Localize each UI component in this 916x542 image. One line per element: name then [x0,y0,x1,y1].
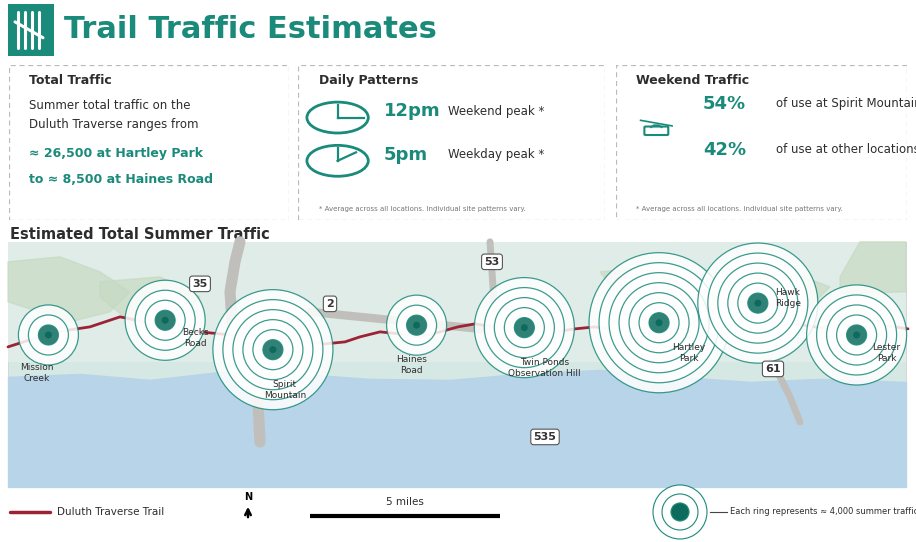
Polygon shape [720,272,830,312]
Circle shape [125,280,205,360]
Text: ≈ 26,500 at Hartley Park: ≈ 26,500 at Hartley Park [28,147,202,160]
Circle shape [161,317,169,324]
Text: Mission
Creek: Mission Creek [19,363,53,383]
Circle shape [213,289,333,410]
Circle shape [45,332,52,338]
Circle shape [708,253,808,353]
FancyBboxPatch shape [8,4,54,56]
FancyBboxPatch shape [8,382,906,487]
Text: 54%: 54% [703,95,746,113]
Text: Weekend Traffic: Weekend Traffic [636,74,749,87]
Circle shape [413,321,420,328]
Text: 53: 53 [485,257,499,267]
Text: Each ring represents ≈ 4,000 summer traffic: Each ring represents ≈ 4,000 summer traf… [730,507,916,517]
Circle shape [816,295,897,375]
Text: N: N [244,492,252,502]
Text: 535: 535 [533,432,556,442]
Circle shape [755,300,761,307]
Text: 61: 61 [765,364,780,374]
Polygon shape [100,277,200,322]
Text: 12pm: 12pm [384,102,441,120]
Circle shape [223,300,323,399]
Polygon shape [8,257,130,322]
Circle shape [495,298,554,358]
Text: Spirit
Mountain: Spirit Mountain [264,380,306,400]
Polygon shape [610,270,720,312]
Circle shape [619,283,699,363]
FancyBboxPatch shape [8,242,906,487]
Circle shape [826,305,887,365]
Circle shape [662,494,698,530]
Circle shape [653,485,707,539]
Text: Becks
Road: Becks Road [182,328,209,349]
Text: Lester
Park: Lester Park [873,343,900,363]
Circle shape [28,315,69,355]
Text: Hartley
Park: Hartley Park [672,343,705,363]
Circle shape [728,273,788,333]
FancyBboxPatch shape [8,242,906,362]
Text: Weekday peak *: Weekday peak * [448,148,544,161]
Text: of use at other locations *: of use at other locations * [776,144,916,157]
Polygon shape [600,267,680,302]
Text: 35: 35 [192,279,208,289]
Circle shape [589,253,729,393]
Circle shape [145,300,185,340]
Circle shape [609,273,709,373]
Text: Trail Traffic Estimates: Trail Traffic Estimates [64,15,437,44]
Text: Daily Patterns: Daily Patterns [319,74,419,87]
Circle shape [671,503,689,521]
Text: 5pm: 5pm [384,146,428,164]
Text: of use at Spirit Mountain: of use at Spirit Mountain [776,97,916,110]
Circle shape [846,325,867,345]
Circle shape [718,263,798,343]
Circle shape [649,313,669,333]
Circle shape [747,293,768,313]
Circle shape [407,315,427,335]
Circle shape [263,340,283,360]
Circle shape [629,293,689,353]
Circle shape [485,288,564,367]
Circle shape [836,315,877,355]
Text: Estimated Total Summer Traffic: Estimated Total Summer Traffic [10,227,269,242]
Circle shape [155,310,175,330]
Circle shape [387,295,447,355]
Circle shape [233,309,313,390]
Circle shape [136,291,195,350]
Circle shape [521,324,528,331]
Circle shape [698,243,818,363]
Text: 2: 2 [326,299,333,309]
Circle shape [599,263,719,383]
Circle shape [737,283,778,323]
Circle shape [253,330,293,370]
Text: Weekend peak *: Weekend peak * [448,105,544,118]
Circle shape [853,332,860,338]
Text: Haines
Road: Haines Road [396,355,427,375]
Text: * Average across all locations. Individual site patterns vary.: * Average across all locations. Individu… [319,206,526,212]
Text: Summer total traffic on the
Duluth Traverse ranges from: Summer total traffic on the Duluth Trave… [28,99,198,131]
Circle shape [807,285,907,385]
Text: 5 miles: 5 miles [386,497,424,507]
Circle shape [397,305,437,345]
Circle shape [269,346,277,353]
Circle shape [515,318,534,338]
Circle shape [474,278,574,378]
Text: 42%: 42% [703,141,746,159]
Text: Total Traffic: Total Traffic [28,74,112,87]
Circle shape [505,308,544,347]
Circle shape [656,319,662,326]
Text: * Average across all locations. Individual site patterns vary.: * Average across all locations. Individu… [636,206,843,212]
Circle shape [38,325,59,345]
Text: Twin Ponds
Observation Hill: Twin Ponds Observation Hill [508,358,581,378]
Circle shape [243,320,303,380]
Circle shape [18,305,79,365]
Text: Hawk
Ridge: Hawk Ridge [775,288,801,308]
Text: Duluth Traverse Trail: Duluth Traverse Trail [57,507,164,517]
Circle shape [639,302,679,343]
Text: to ≈ 8,500 at Haines Road: to ≈ 8,500 at Haines Road [28,173,213,186]
Polygon shape [840,242,906,294]
